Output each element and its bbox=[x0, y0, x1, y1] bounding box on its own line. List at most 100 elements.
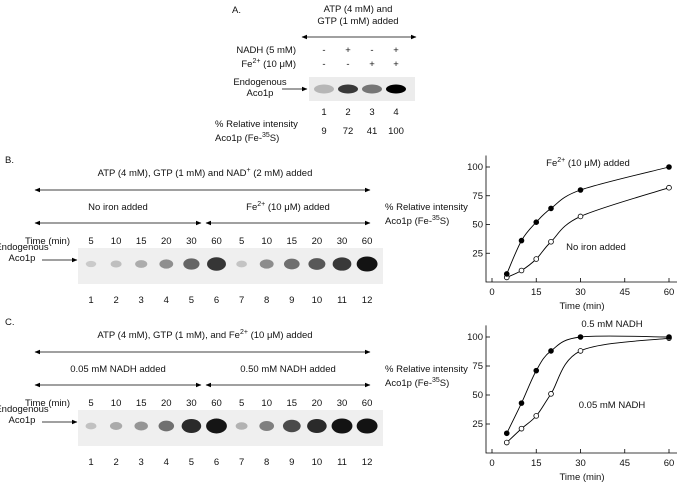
data-point bbox=[548, 348, 554, 354]
band bbox=[332, 257, 352, 271]
intensity-label: Aco1p (Fe-35S) bbox=[385, 377, 449, 389]
lane-number: 3 bbox=[139, 457, 144, 468]
lane-number: 3 bbox=[139, 295, 144, 306]
group-label: 0.50 mM NADH added bbox=[240, 364, 336, 375]
text-run: ATP (4 mM), GTP (1 mM), and Fe bbox=[97, 330, 240, 341]
panel-label: A. bbox=[232, 5, 241, 16]
text-run: S) bbox=[270, 133, 280, 144]
time-label: Time (min) bbox=[25, 236, 70, 247]
condition-label: NADH (5 mM) bbox=[236, 45, 296, 56]
lane-number: 6 bbox=[214, 295, 219, 306]
axes bbox=[485, 325, 677, 454]
data-point bbox=[666, 164, 672, 170]
superscript: 35 bbox=[432, 215, 440, 222]
treatment: GTP (1 mM) added bbox=[317, 16, 398, 27]
text-run: S) bbox=[440, 216, 450, 227]
time-label: Time (min) bbox=[25, 398, 70, 409]
band-label: Aco1p bbox=[9, 415, 36, 426]
time-value: 20 bbox=[312, 398, 323, 409]
y-tick-label: 50 bbox=[472, 220, 483, 231]
text-run: No iron added bbox=[566, 242, 626, 253]
time-value: 15 bbox=[136, 398, 147, 409]
x-tick-label: 0 bbox=[489, 287, 494, 298]
band bbox=[283, 258, 300, 270]
lane-number: 11 bbox=[337, 457, 347, 468]
data-point bbox=[577, 348, 584, 354]
text-run: Fe bbox=[546, 158, 557, 169]
text-run: 0.50 mM NADH added bbox=[240, 364, 336, 375]
band bbox=[236, 260, 247, 268]
band bbox=[338, 84, 358, 94]
group-label: 0.05 mM NADH added bbox=[70, 364, 166, 375]
band bbox=[259, 259, 274, 269]
time-value: 10 bbox=[261, 236, 272, 247]
band-label: Aco1p bbox=[247, 88, 274, 99]
band bbox=[183, 258, 200, 270]
series-label: No iron added bbox=[566, 242, 626, 253]
blot bbox=[78, 248, 383, 284]
band bbox=[134, 421, 148, 431]
lane-number: 10 bbox=[312, 457, 323, 468]
lane-number: 2 bbox=[113, 295, 118, 306]
time-value: 20 bbox=[161, 398, 172, 409]
lane-number: 12 bbox=[362, 295, 373, 306]
series-line bbox=[506, 337, 670, 443]
intensity-label: % Relative intensity bbox=[385, 364, 468, 375]
band-label: Endogenous bbox=[233, 77, 287, 88]
data-point bbox=[666, 334, 672, 340]
lane-number: 6 bbox=[214, 457, 219, 468]
x-tick-label: 30 bbox=[575, 458, 586, 469]
x-tick-label: 45 bbox=[619, 458, 630, 469]
time-value: 30 bbox=[337, 236, 348, 247]
data-point bbox=[503, 439, 510, 446]
lane-number: 3 bbox=[369, 107, 374, 118]
text-run: Aco1p (Fe- bbox=[385, 378, 432, 389]
text-run: No iron added bbox=[88, 202, 148, 213]
x-axis-label: Time (min) bbox=[559, 301, 604, 312]
lane-number: 1 bbox=[88, 295, 93, 306]
band bbox=[135, 260, 148, 268]
panel-label: B. bbox=[5, 155, 14, 166]
intensity-value: 100 bbox=[388, 126, 404, 137]
time-value: 5 bbox=[239, 398, 244, 409]
condition-sign: + bbox=[369, 59, 375, 70]
data-point bbox=[518, 400, 525, 406]
series-line bbox=[506, 335, 670, 434]
text-run: Fe bbox=[246, 202, 257, 213]
lane-number: 2 bbox=[345, 107, 350, 118]
text-run: Fe bbox=[241, 59, 252, 70]
text-run: % Relative intensity bbox=[215, 119, 298, 130]
lane-number: 8 bbox=[264, 295, 269, 306]
lane-number: 4 bbox=[393, 107, 398, 118]
data-point bbox=[577, 334, 584, 340]
text-run: Aco1p (Fe- bbox=[385, 216, 432, 227]
data-point bbox=[577, 187, 584, 193]
data-point bbox=[518, 267, 525, 274]
superscript: 2+ bbox=[557, 157, 565, 164]
series-label: 0.5 mM NADH bbox=[581, 319, 642, 330]
band-label: Aco1p bbox=[9, 253, 36, 264]
time-value: 15 bbox=[287, 398, 298, 409]
intensity-label: % Relative intensity bbox=[215, 119, 298, 130]
data-point bbox=[533, 367, 540, 374]
text-run: (10 μM) added bbox=[565, 158, 630, 169]
lane-number: 5 bbox=[189, 457, 194, 468]
panel-label: C. bbox=[5, 317, 15, 328]
time-value: 10 bbox=[111, 236, 122, 247]
superscript: 2+ bbox=[252, 58, 260, 65]
lane-number: 7 bbox=[239, 457, 244, 468]
lane-number: 4 bbox=[164, 295, 169, 306]
x-tick-label: 60 bbox=[664, 287, 675, 298]
time-value: 20 bbox=[312, 236, 323, 247]
band bbox=[158, 420, 175, 432]
band bbox=[356, 418, 378, 434]
data-point bbox=[503, 430, 510, 437]
data-point bbox=[548, 205, 554, 212]
text-run: 0.05 mM NADH added bbox=[70, 364, 166, 375]
lane-number: 9 bbox=[289, 295, 294, 306]
y-tick-label: 100 bbox=[467, 332, 483, 343]
lane-number: 11 bbox=[337, 295, 347, 306]
treatment: ATP (4 mM), GTP (1 mM) and NAD+ (2 mM) a… bbox=[98, 167, 313, 179]
axes bbox=[485, 155, 677, 283]
time-value: 30 bbox=[337, 398, 348, 409]
